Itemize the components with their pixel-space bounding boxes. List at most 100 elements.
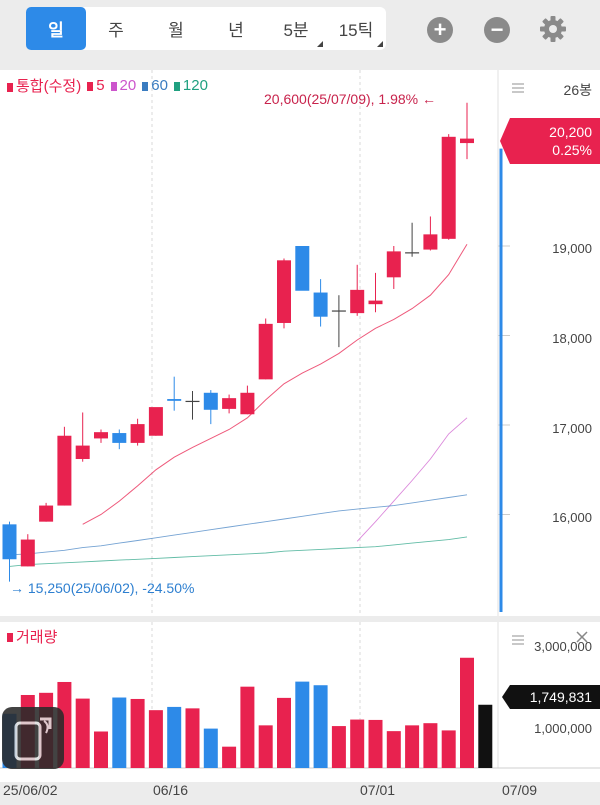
candle-body <box>203 392 218 410</box>
dropdown-corner-icon <box>317 41 323 47</box>
volume-bar <box>185 708 200 768</box>
candle-body <box>423 234 438 250</box>
tab-label: 주 <box>108 21 124 40</box>
tab-4[interactable]: 5분 <box>266 7 326 50</box>
volume-bar <box>478 704 493 768</box>
tab-1[interactable]: 주 <box>86 7 146 50</box>
candle-body <box>112 433 127 443</box>
volume-title: 거래량 <box>7 626 57 647</box>
minus-icon: − <box>490 17 504 42</box>
period-tabs: 일 주 월 년 5분 15틱 <box>26 7 386 50</box>
current-price: 20,200 <box>549 124 592 140</box>
volume-bar <box>295 681 310 768</box>
tab-2[interactable]: 월 <box>146 7 206 50</box>
legend-main: 통합(수정) <box>7 75 81 96</box>
ma-line-5 <box>82 243 468 525</box>
candle-body <box>441 136 456 239</box>
legend-ma120: 120 <box>173 77 208 94</box>
volume-bar <box>222 746 237 768</box>
volume-bar <box>148 710 163 768</box>
x-tick-0: 25/06/02 <box>3 782 58 798</box>
candle-body <box>277 260 291 323</box>
x-tick-3: 07/09 <box>502 782 538 798</box>
low-annotation: → 15,250(25/06/02), -24.50% <box>10 580 195 596</box>
dropdown-corner-icon <box>377 41 383 47</box>
candle-body <box>75 445 90 460</box>
x-tick-1: 06/16 <box>153 782 189 798</box>
y-tick-19000: 19,000 <box>552 241 592 256</box>
tab-0[interactable]: 일 <box>26 7 86 50</box>
y-tick-18000: 18,000 <box>552 331 592 346</box>
candle-body <box>258 323 273 380</box>
legend-ma20: 20 <box>110 77 136 94</box>
current-volume: 1,749,831 <box>529 689 592 705</box>
high-annotation: 20,600(25/07/09), 1.98% ← <box>264 91 437 107</box>
volume-bar <box>203 728 218 768</box>
current-volume-tag: 1,749,831 <box>502 685 600 709</box>
volume-bar <box>258 725 273 768</box>
candle-body <box>295 246 310 291</box>
tab-5[interactable]: 15틱 <box>326 7 386 50</box>
vol-tick-1000000: 1,000,000 <box>534 721 592 736</box>
candle-body <box>240 392 255 415</box>
zoom-in-button[interactable]: + <box>427 17 453 43</box>
candle-body <box>386 251 401 278</box>
volume-bar <box>405 725 420 768</box>
candle-body <box>167 399 182 401</box>
candle-body <box>94 432 108 439</box>
y-tick-17000: 17,000 <box>552 421 592 436</box>
legend-ma60: 60 <box>142 77 168 94</box>
volume-bar <box>331 726 346 768</box>
rotate-screen-button[interactable] <box>2 707 64 769</box>
legend-ma5: 5 <box>87 77 105 94</box>
volume-bar <box>240 686 255 768</box>
candle-body <box>331 310 346 312</box>
current-change: 0.25% <box>552 142 592 158</box>
ma-line-60 <box>9 494 468 556</box>
volume-bar <box>441 730 456 768</box>
plus-icon: + <box>433 17 447 42</box>
candle-body <box>20 539 35 567</box>
volume-bar <box>368 719 383 768</box>
candle-body <box>368 300 383 305</box>
settings-button[interactable] <box>539 15 567 43</box>
candle-body <box>185 400 200 403</box>
price-legend: 통합(수정) 5 20 60 120 <box>7 75 208 96</box>
volume-bar <box>112 697 127 768</box>
tab-label: 년 <box>228 21 244 40</box>
panel-menu-icon[interactable] <box>512 80 524 98</box>
volume-bar <box>130 698 145 768</box>
tab-label: 5분 <box>283 21 309 40</box>
tab-label: 월 <box>168 21 184 40</box>
candle-body <box>39 505 54 522</box>
candle-body <box>405 252 420 254</box>
volume-menu-icon[interactable] <box>512 632 524 650</box>
candle-body <box>313 292 328 317</box>
candle-body <box>130 424 145 443</box>
candle-body <box>222 398 237 409</box>
zoom-out-button[interactable]: − <box>484 17 510 43</box>
volume-bar <box>277 697 291 768</box>
candle-body <box>350 289 365 314</box>
ma-line-120 <box>9 536 468 567</box>
candle-count: 26봉 <box>563 82 592 98</box>
volume-bar <box>460 657 474 768</box>
candle-body <box>148 407 163 436</box>
candle-body <box>2 524 17 560</box>
volume-bar <box>75 698 90 768</box>
gear-icon <box>540 16 566 42</box>
close-icon[interactable] <box>576 630 588 648</box>
volume-bar <box>423 723 438 768</box>
current-price-tag: 20,200 0.25% <box>500 118 600 164</box>
rotate-icon <box>14 717 52 761</box>
x-tick-2: 07/01 <box>360 782 396 798</box>
candle-body <box>460 138 474 144</box>
tab-3[interactable]: 년 <box>206 7 266 50</box>
volume-bar <box>94 731 108 768</box>
candle-body <box>57 435 72 506</box>
ma-line-20 <box>356 417 468 542</box>
volume-bar <box>386 731 401 768</box>
volume-bar <box>350 719 365 768</box>
y-tick-16000: 16,000 <box>552 510 592 525</box>
tab-label: 일 <box>48 21 64 40</box>
